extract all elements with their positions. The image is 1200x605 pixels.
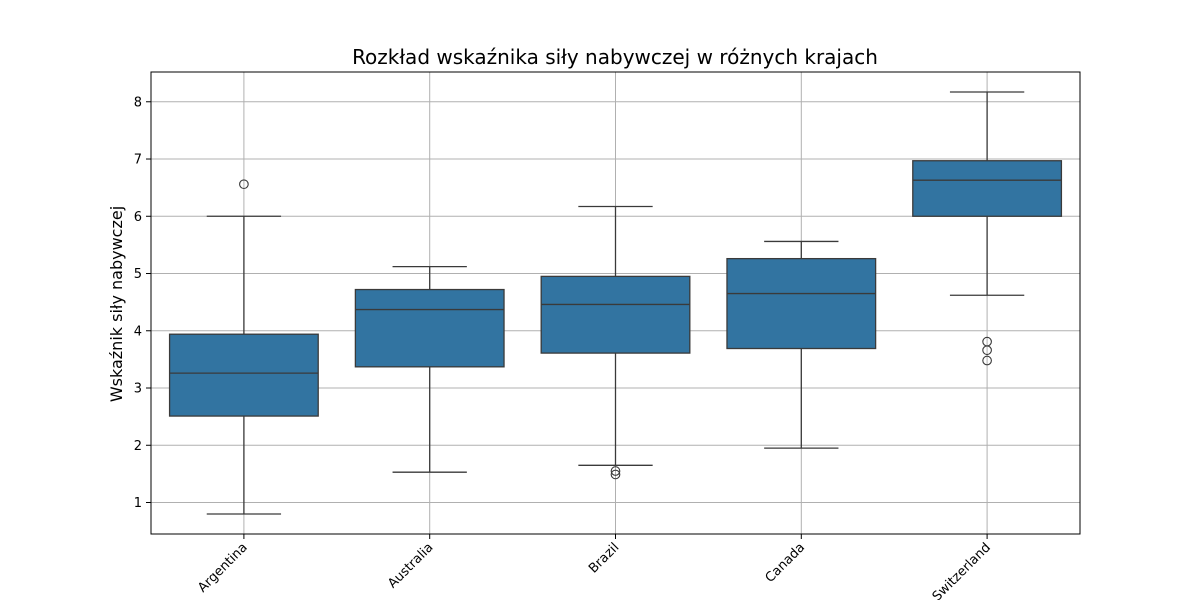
x-tick-label: Argentina	[195, 540, 250, 595]
box-group-switzerland	[912, 91, 1063, 366]
y-tick-label: 7	[134, 153, 142, 168]
box-iqr	[354, 288, 505, 368]
box-group-canada	[726, 240, 877, 449]
y-tick-label: 5	[134, 267, 142, 282]
x-tick-label: Brazil	[586, 540, 622, 576]
y-tick-label: 8	[134, 95, 142, 110]
y-tick-label: 3	[134, 382, 142, 397]
box-group-brazil	[540, 205, 691, 480]
y-tick-label: 2	[134, 439, 142, 454]
outlier-point	[239, 179, 249, 190]
box-iqr	[912, 160, 1063, 217]
boxes-layer	[168, 91, 1063, 515]
y-tick-label: 6	[134, 210, 142, 225]
y-tick-label: 1	[134, 496, 142, 511]
outlier-point	[982, 336, 992, 347]
box-iqr	[540, 275, 691, 354]
box-iqr	[168, 333, 319, 417]
outlier-point	[610, 469, 621, 480]
x-tick-label: Switzerland	[930, 540, 994, 600]
x-tick-label: Australia	[385, 540, 436, 591]
box-iqr	[726, 257, 877, 350]
box-group-australia	[354, 265, 505, 473]
outlier-point	[982, 355, 992, 366]
chart-title: Rozkład wskaźnika siły nabywczej w różny…	[352, 45, 878, 69]
outlier-point	[610, 466, 621, 476]
y-axis-label: Wskaźnik siły nabywczej	[107, 206, 126, 402]
y-tick-label: 4	[134, 324, 142, 339]
box-group-argentina	[168, 179, 319, 515]
x-tick-label: Canada	[763, 540, 809, 586]
